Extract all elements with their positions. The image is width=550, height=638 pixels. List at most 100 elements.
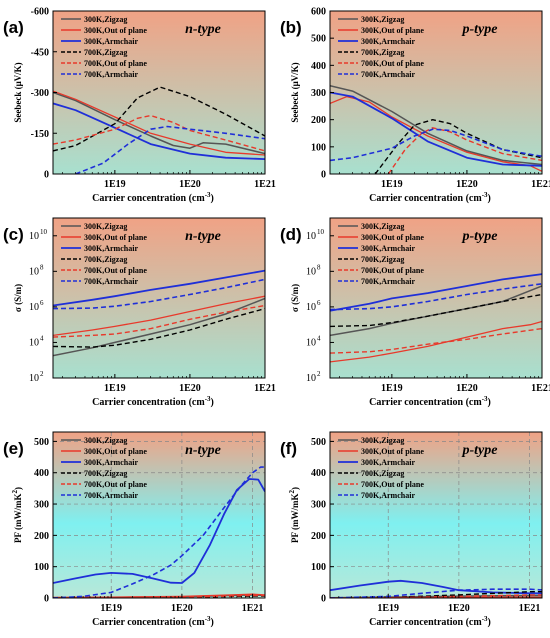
plot-background [53, 218, 265, 378]
x-axis-label-sup: -3 [482, 191, 488, 199]
y-tick-label: 10 [306, 266, 316, 277]
x-axis-label-end: ) [488, 193, 491, 204]
legend-label: 300K,Out of plane [361, 233, 424, 242]
panel-letter: (d) [280, 225, 302, 244]
y-axis-label: σ (S/m) [290, 284, 300, 312]
y-tick-label: 500 [311, 34, 326, 45]
series-line-300k-armchair [330, 579, 542, 595]
y-tick-exponent: 6 [40, 299, 44, 307]
y-tick-exponent: 4 [40, 334, 44, 342]
y-axis-label-sup: 2 [288, 490, 296, 494]
series-line-700k-zigzag [53, 86, 265, 152]
panel-letter: (e) [3, 439, 24, 458]
y-tick-exponent: 8 [40, 263, 44, 271]
y-tick-exponent: 2 [317, 370, 321, 378]
type-label: p-type [462, 229, 498, 244]
x-tick-label: 1E21 [531, 179, 550, 190]
y-tick-label: 10 [306, 337, 316, 348]
y-tick-label: 100 [311, 562, 326, 573]
legend-label: 700K,Armchair [361, 491, 415, 500]
series-line-300k-armchair [53, 102, 265, 160]
y-axis-label: PF (mW/mK2) [288, 487, 300, 543]
x-tick-label: 1E21 [254, 179, 276, 190]
series-line-300k-armchair [330, 91, 542, 167]
y-tick-label: 500 [311, 437, 326, 448]
x-axis-label-text: Carrier concentration (cm [369, 617, 482, 628]
legend-label: 300K,Zigzag [84, 222, 127, 231]
x-axis-label-end: ) [211, 617, 214, 628]
legend-label: 300K,Zigzag [84, 15, 127, 24]
series-line-700k-armchair [53, 466, 265, 598]
legend-label: 300K,Zigzag [361, 436, 404, 445]
y-tick-label: 0 [321, 170, 326, 181]
y-tick-label: 400 [34, 468, 49, 479]
y-tick-label: 100 [311, 142, 326, 153]
x-tick-label: 1E21 [242, 603, 264, 614]
series-line-700k-armchair [330, 128, 542, 162]
panel-letter: (b) [280, 18, 302, 37]
y-tick-label: -450 [31, 47, 49, 58]
panel-letter: (a) [3, 18, 24, 37]
legend-label: 300K,Out of plane [84, 26, 147, 35]
y-tick-label: 10 [306, 373, 316, 384]
plot-frame [329, 217, 543, 379]
series-line-300k-armchair [53, 269, 265, 307]
legend-label: 300K,Zigzag [361, 222, 404, 231]
legend-label: 300K,Armchair [84, 37, 138, 46]
legend-label: 700K,Armchair [361, 277, 415, 286]
y-tick-label: 100 [34, 562, 49, 573]
y-axis-label: σ (S/m) [13, 284, 23, 312]
y-axis-label-text: Seebeck (μV/K) [290, 62, 300, 122]
series-line-300k-zigzag [53, 297, 265, 357]
x-tick-label: 1E21 [519, 603, 541, 614]
plot-frame [52, 431, 266, 599]
x-axis-label: Carrier concentration (cm-3) [369, 615, 491, 628]
x-axis-label: Carrier concentration (cm-3) [92, 395, 214, 408]
series-line-300k-zigzag [330, 84, 542, 166]
plot-frame [329, 431, 543, 599]
y-axis-label: Seebeck (μV/K) [13, 62, 23, 122]
x-axis-label-end: ) [488, 397, 491, 408]
x-tick-label: 1E20 [456, 383, 478, 394]
x-axis-label-sup: -3 [482, 615, 488, 623]
y-tick-label: 300 [311, 88, 326, 99]
y-tick-label: 10 [306, 231, 316, 242]
legend-label: 300K,Out of plane [84, 447, 147, 456]
legend-label: 700K,Zigzag [361, 48, 404, 57]
legend-label: 700K,Out of plane [84, 480, 147, 489]
legend-label: 300K,Out of plane [84, 233, 147, 242]
legend-label: 700K,Out of plane [84, 266, 147, 275]
panel-a: 1E19 1E20 1E21 0 -150 -300 -450 -600 Carrier con… [3, 7, 276, 205]
type-label: n-type [185, 22, 221, 37]
y-axis-label-text: PF (mW/mK [290, 494, 300, 543]
series-line-300k-armchair [53, 478, 265, 584]
series-line-300k-out-of-plane [53, 90, 265, 156]
type-label: p-type [462, 443, 498, 458]
y-tick-label: 600 [311, 7, 326, 18]
y-tick-exponent: 10 [317, 228, 325, 236]
y-axis-label-text: σ (S/m) [13, 284, 23, 312]
y-tick-label: 10 [29, 231, 39, 242]
y-tick-label: 10 [29, 266, 39, 277]
series-line-700k-zigzag [53, 307, 265, 348]
panel-e: 1E19 1E20 1E21 0 100 200 300 400 500 Carrier conc… [3, 431, 266, 628]
legend-label: 700K,Out of plane [84, 59, 147, 68]
x-axis-label: Carrier concentration (cm-3) [369, 395, 491, 408]
legend-label: 700K,Zigzag [84, 469, 127, 478]
type-label: n-type [185, 229, 221, 244]
legend-label: 300K,Zigzag [361, 15, 404, 24]
panel-letter: (c) [3, 225, 24, 244]
y-axis-label-sup: 2 [11, 490, 19, 494]
plot-background [53, 11, 265, 174]
series-line-700k-out-of-plane [330, 327, 542, 354]
x-tick-label: 1E20 [456, 179, 478, 190]
y-tick-label: -600 [31, 7, 49, 18]
legend-label: 700K,Zigzag [84, 48, 127, 57]
legend-label: 700K,Zigzag [84, 255, 127, 264]
y-tick-label: 10 [29, 302, 39, 313]
x-axis-label-text: Carrier concentration (cm [92, 397, 205, 408]
x-tick-label: 1E19 [377, 603, 399, 614]
y-tick-label: 300 [311, 500, 326, 511]
y-tick-label: 10 [29, 373, 39, 384]
